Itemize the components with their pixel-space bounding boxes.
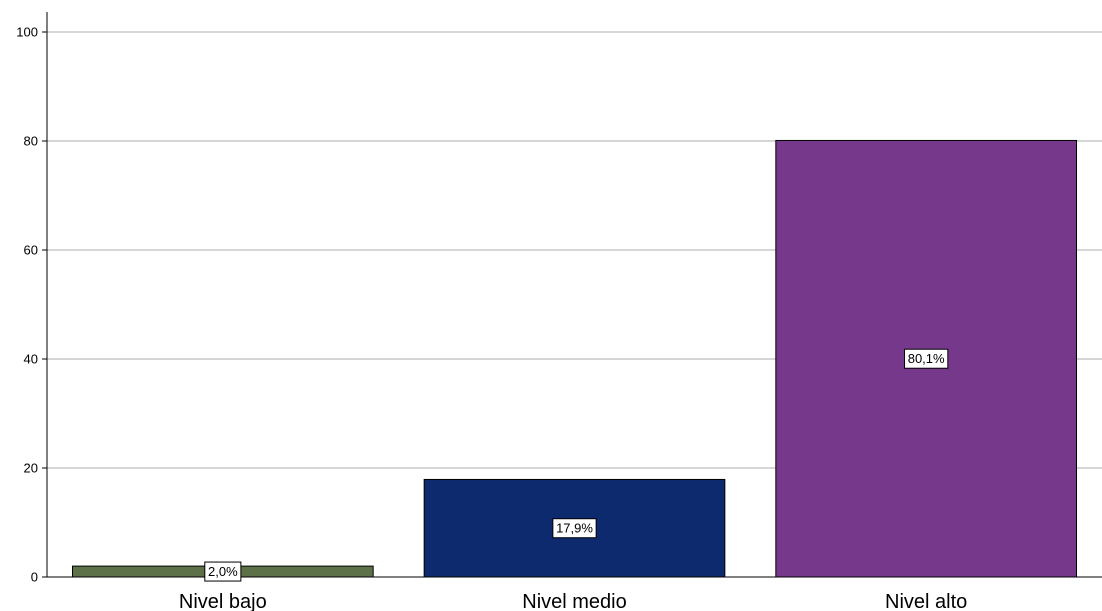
data-label-0: 2,0%: [204, 561, 242, 582]
data-label-box-1: [552, 518, 597, 539]
category-label-1: Nivel medio: [522, 591, 626, 611]
data-label-2: 80,1%: [904, 348, 949, 369]
data-label-box-0: [204, 561, 242, 582]
y-tick-label-40: 40: [24, 352, 38, 367]
category-label-0: Nivel bajo: [179, 591, 267, 611]
y-tick-label-60: 60: [24, 243, 38, 258]
data-label-text-1: 17,9%: [556, 521, 593, 536]
data-label-1: 17,9%: [552, 518, 597, 539]
data-label-text-0: 2,0%: [208, 564, 238, 579]
y-tick-label-80: 80: [24, 134, 38, 149]
y-tick-label-0: 0: [31, 570, 38, 585]
category-label-2: Nivel alto: [885, 591, 967, 611]
y-tick-label-20: 20: [24, 461, 38, 476]
data-label-box-2: [904, 348, 949, 369]
data-labels: 2,0% 17,9% 80,1%: [204, 348, 949, 582]
y-tick-labels: 0 20 40 60 80 100: [16, 25, 38, 585]
category-labels: Nivel bajo Nivel medio Nivel alto: [179, 591, 967, 611]
data-label-text-2: 80,1%: [908, 351, 945, 366]
y-tick-label-100: 100: [16, 25, 38, 40]
